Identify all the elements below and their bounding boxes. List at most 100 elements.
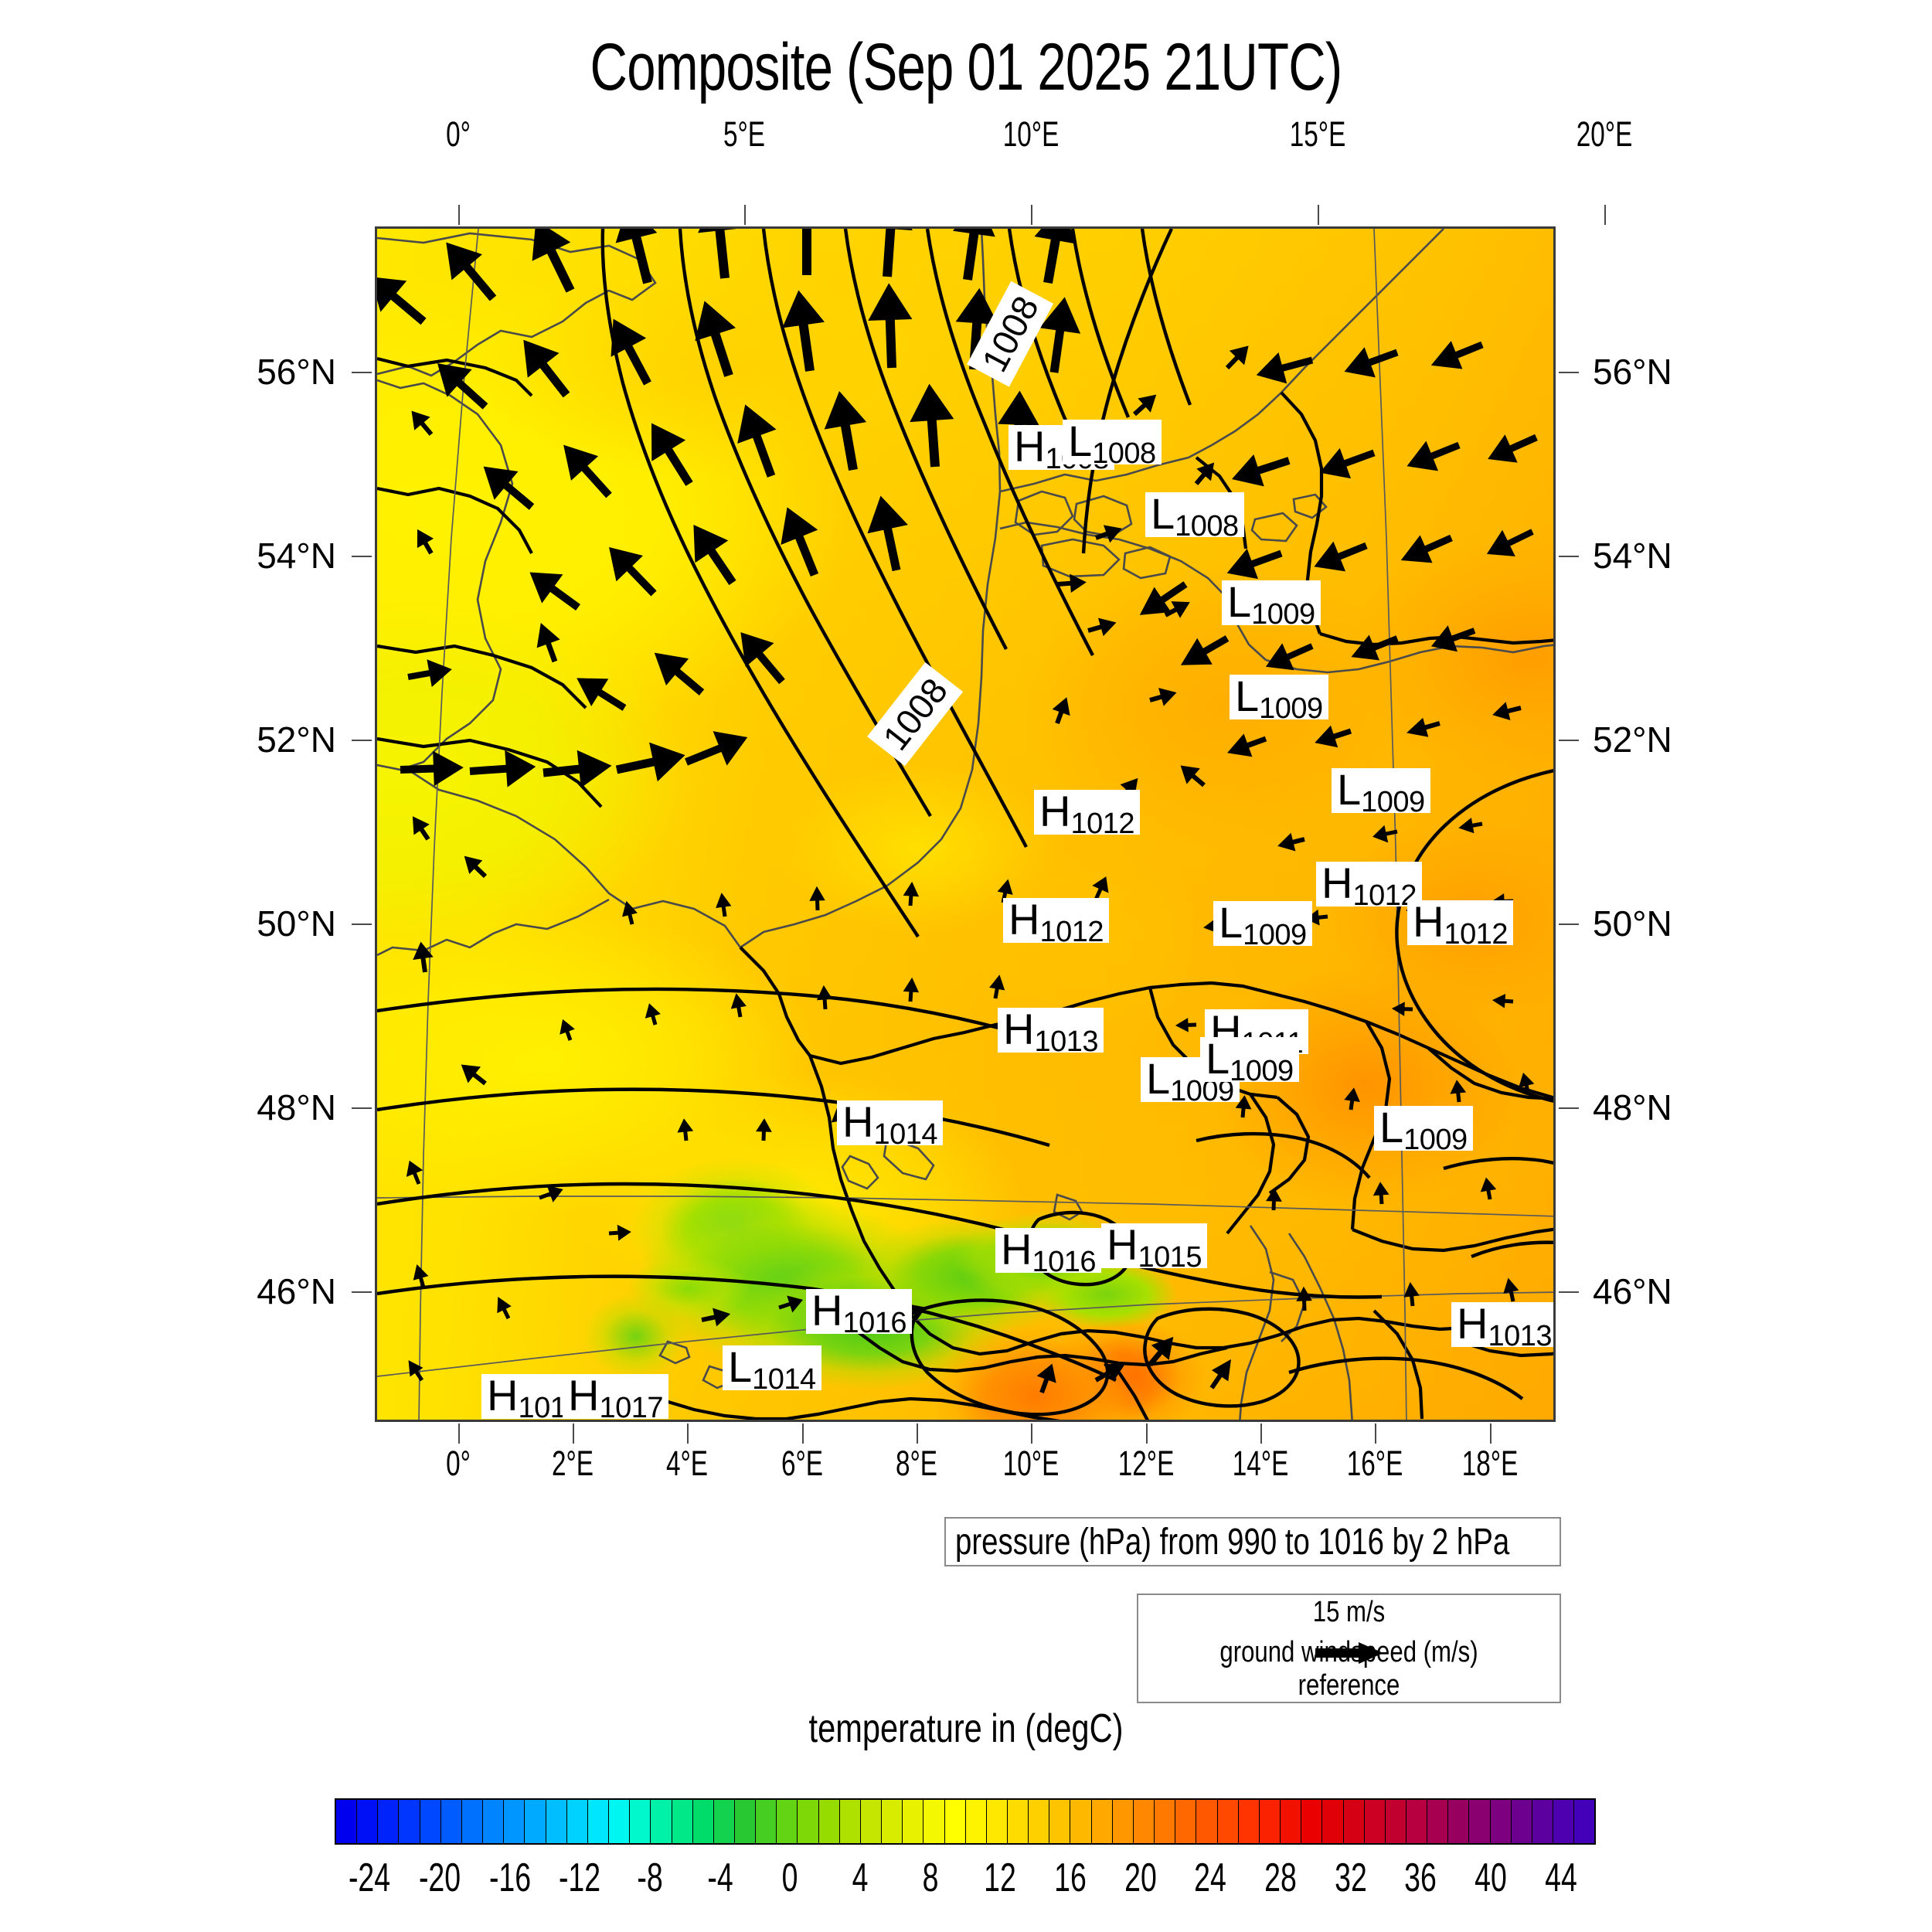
colorbar-segment: [839, 1800, 861, 1843]
axis-tick: [572, 1423, 574, 1444]
axis-tick: [1559, 556, 1579, 558]
colorbar-label-8: 8: [922, 1855, 939, 1900]
colorbar-segment: [986, 1800, 1008, 1843]
axis-tick: [352, 372, 372, 374]
colorbar-segment: [692, 1800, 714, 1843]
bottom-axis-label-8: 16°E: [1347, 1444, 1403, 1483]
colorbar-label-12: 24: [1194, 1855, 1227, 1900]
colorbar-label-4: -8: [637, 1855, 663, 1900]
colorbar-label-6: 0: [781, 1855, 798, 1900]
top-axis-label-3: 15°E: [1289, 114, 1346, 154]
pressure-centre-l-1009: L1009: [1230, 675, 1328, 723]
axis-tick: [352, 556, 372, 558]
axis-tick: [457, 1423, 460, 1444]
colorbar-segment: [756, 1800, 777, 1843]
colorbar-segment: [923, 1800, 945, 1843]
colorbar-segment: [734, 1800, 757, 1843]
colorbar-label-17: 44: [1544, 1855, 1577, 1900]
axis-tick: [1031, 205, 1033, 225]
colorbar-segment: [1511, 1800, 1532, 1843]
colorbar-segment: [1553, 1800, 1575, 1843]
pressure-centre-h-1014: H1014: [837, 1100, 943, 1149]
right-axis-label-2: 52°N: [1593, 719, 1672, 760]
axis-tick: [801, 1423, 804, 1444]
colorbar-segment: [1532, 1800, 1554, 1843]
right-axis-label-4: 48°N: [1593, 1087, 1672, 1128]
colorbar-segment: [1155, 1800, 1176, 1843]
wind-arrow-icon: [1315, 1642, 1383, 1664]
colorbar-segment: [587, 1800, 610, 1843]
colorbar-label-10: 16: [1054, 1855, 1087, 1900]
axis-tick: [687, 1423, 689, 1444]
colorbar-label-2: -16: [488, 1855, 531, 1900]
axis-tick: [1489, 1423, 1492, 1444]
left-axis-label-4: 48°N: [257, 1087, 336, 1128]
colorbar-segment: [630, 1800, 651, 1843]
axis-tick: [1375, 1423, 1377, 1444]
pressure-centre-l-1009: L1009: [1332, 768, 1430, 817]
top-axis-label-0: 0°: [445, 114, 471, 154]
pressure-centre-l-1009: L1009: [1374, 1106, 1473, 1155]
colorbar-tick-labels: -24 -20 -16 -12 -8 -4 0 4 8 12 16 20 24 28 32 36 40 44: [335, 1855, 1596, 1909]
colorbar-segment: [1322, 1800, 1344, 1843]
colorbar-segment: [1049, 1800, 1071, 1843]
wind-magnitude-label: 15 m/s: [1312, 1596, 1386, 1628]
axis-tick: [352, 923, 372, 926]
colorbar-segment: [1238, 1800, 1260, 1843]
pressure-centre-h-1012: H1012: [1003, 898, 1109, 947]
colorbar-segment: [1364, 1800, 1386, 1843]
colorbar-label-9: 12: [984, 1855, 1017, 1900]
colorbar-label-1: -20: [418, 1855, 461, 1900]
axis-tick: [1559, 372, 1579, 374]
colorbar-label-14: 32: [1334, 1855, 1367, 1900]
pressure-centre-h-1012: H1012: [1034, 790, 1140, 838]
graticule-layer: [377, 229, 1553, 1420]
bottom-axis-label-2: 4°E: [666, 1444, 709, 1483]
colorbar-segment: [504, 1800, 526, 1843]
colorbar-segment: [1301, 1800, 1323, 1843]
pressure-centre-h-1013: H1013: [1451, 1302, 1553, 1351]
colorbar-segment: [1217, 1800, 1239, 1843]
colorbar-segment: [965, 1800, 987, 1843]
pressure-legend-box: pressure (hPa) from 990 to 1016 by 2 hPa: [944, 1517, 1561, 1566]
colorbar[interactable]: [335, 1798, 1596, 1845]
colorbar-segment: [1406, 1800, 1428, 1843]
axis-tick: [1145, 1423, 1148, 1444]
colorbar-segment: [1112, 1800, 1134, 1843]
pressure-centre-h-1016: H1016: [806, 1289, 912, 1338]
map-plot-area[interactable]: H1016H1016H1015H1014H1013H1013H1011H1012…: [375, 226, 1556, 1422]
left-axis-label-1: 54°N: [257, 536, 336, 577]
axis-tick: [1559, 1107, 1579, 1110]
top-axis-label-4: 20°E: [1576, 114, 1633, 154]
colorbar-segment: [1469, 1800, 1491, 1843]
colorbar-segment: [546, 1800, 567, 1843]
colorbar-segment: [1490, 1800, 1512, 1843]
colorbar-label-7: 4: [852, 1855, 869, 1900]
axis-tick: [352, 740, 372, 742]
axis-tick: [1260, 1423, 1262, 1444]
colorbar-label-15: 36: [1404, 1855, 1437, 1900]
axis-tick: [352, 1291, 372, 1294]
colorbar-segment: [903, 1800, 924, 1843]
top-axis-label-1: 5°E: [723, 114, 766, 154]
pressure-centre-l-1008: L1008: [1145, 492, 1244, 541]
pressure-centre-h-1017: H1017: [563, 1374, 668, 1420]
axis-tick: [1559, 740, 1579, 742]
colorbar-segment: [1574, 1800, 1595, 1843]
colorbar-segment: [1029, 1800, 1050, 1843]
axis-tick: [1604, 205, 1607, 225]
left-axis-label-3: 50°N: [257, 903, 336, 944]
wind-reference-legend: 15 m/s ground windspeed (m/s) reference: [1137, 1594, 1561, 1703]
colorbar-label-3: -12: [559, 1855, 601, 1900]
colorbar-segment: [1448, 1800, 1470, 1843]
axis-tick: [1559, 923, 1579, 926]
colorbar-segment: [672, 1800, 693, 1843]
axis-tick: [1318, 205, 1320, 225]
colorbar-title: temperature in (degC): [808, 1706, 1124, 1751]
right-axis-label-5: 46°N: [1593, 1271, 1672, 1312]
colorbar-label-5: -4: [707, 1855, 733, 1900]
colorbar-segment: [566, 1800, 588, 1843]
colorbar-segment: [713, 1800, 735, 1843]
wind-reference-caption: ground windspeed (m/s) reference: [1219, 1636, 1478, 1702]
bottom-axis-label-7: 14°E: [1232, 1444, 1289, 1483]
